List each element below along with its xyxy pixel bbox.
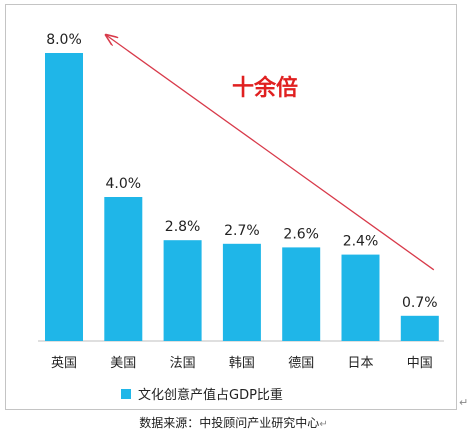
annotation-text: 十余倍 [232,75,298,101]
bar-1 [104,197,143,341]
category-label-6: 中国 [407,356,433,371]
paragraph-mark-icon: ↵ [459,396,467,409]
bar-4 [282,247,321,341]
bar-chart: 8.0% 英国 4.0% 美国 2.8% 法国 2.7% 韩国 2.6% 德国 2.4% 日本 0.7%… [38,32,444,403]
trend-arrow [106,35,435,271]
source-caption-text: 数据来源：中投顾问产业研究中心 [139,416,320,430]
paragraph-mark-icon: ↵ [319,419,328,430]
chart-frame: 8.0% 英国 4.0% 美国 2.8% 法国 2.7% 韩国 2.6% 德国 2.4% 日本 0.7%… [5,4,457,410]
data-label-2: 2.8% [165,219,201,235]
legend-swatch [121,389,131,399]
data-label-0: 8.0% [46,32,82,48]
bar-6 [400,315,439,341]
category-label-0: 英国 [51,356,77,371]
category-label-2: 法国 [170,356,196,371]
bar-3 [222,243,261,341]
category-label-5: 日本 [347,356,373,371]
legend-label: 文化创意产值占GDP比重 [138,387,283,403]
data-label-1: 4.0% [106,176,142,192]
category-label-3: 韩国 [229,356,255,371]
source-caption: 数据来源：中投顾问产业研究中心↵ [0,414,467,431]
data-label-4: 2.6% [283,226,319,242]
data-label-3: 2.7% [224,223,260,239]
data-label-6: 0.7% [402,295,438,311]
data-label-5: 2.4% [343,234,379,250]
bar-5 [341,254,380,341]
category-label-1: 美国 [110,356,136,371]
category-label-4: 德国 [288,356,314,371]
bar-0 [45,53,83,341]
bar-2 [163,240,202,341]
